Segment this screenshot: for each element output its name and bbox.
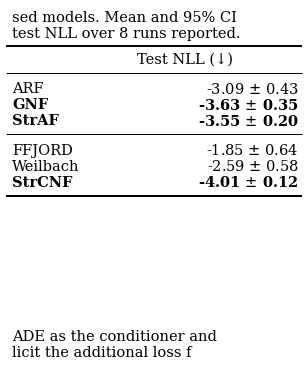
Text: ARF: ARF (12, 82, 44, 96)
Text: -3.63 $\pm$ 0.35: -3.63 $\pm$ 0.35 (198, 98, 299, 113)
Text: -3.09 $\pm$ 0.43: -3.09 $\pm$ 0.43 (206, 81, 299, 97)
Text: ADE as the conditioner and: ADE as the conditioner and (12, 330, 217, 344)
Text: StrAF: StrAF (12, 114, 59, 128)
Text: sed models. Mean and 95% CI: sed models. Mean and 95% CI (12, 11, 237, 25)
Text: Test NLL (↓): Test NLL (↓) (137, 53, 233, 66)
Text: GNF: GNF (12, 98, 49, 112)
Text: FFJORD: FFJORD (12, 144, 73, 157)
Text: StrCNF: StrCNF (12, 176, 73, 190)
Text: -3.55 $\pm$ 0.20: -3.55 $\pm$ 0.20 (198, 114, 299, 129)
Text: -2.59 $\pm$ 0.58: -2.59 $\pm$ 0.58 (207, 159, 299, 174)
Text: Weilbach: Weilbach (12, 160, 80, 174)
Text: -1.85 $\pm$ 0.64: -1.85 $\pm$ 0.64 (206, 143, 299, 158)
Text: test NLL over 8 runs reported.: test NLL over 8 runs reported. (12, 27, 241, 41)
Text: licit the additional loss f: licit the additional loss f (12, 346, 192, 360)
Text: -4.01 $\pm$ 0.12: -4.01 $\pm$ 0.12 (198, 175, 299, 190)
